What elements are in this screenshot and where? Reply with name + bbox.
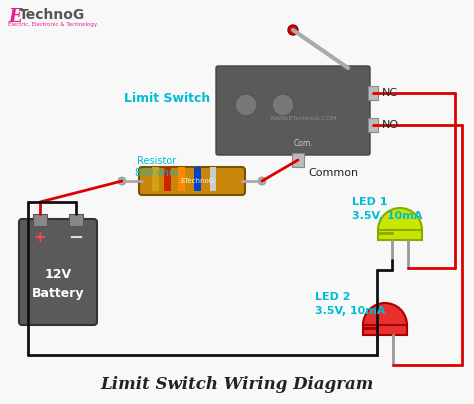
Bar xyxy=(178,167,185,191)
Text: NO: NO xyxy=(382,120,399,130)
FancyBboxPatch shape xyxy=(139,167,245,195)
Bar xyxy=(33,214,47,226)
Bar xyxy=(292,153,304,167)
Text: Resistor: Resistor xyxy=(137,156,177,166)
Text: 850 ohm: 850 ohm xyxy=(136,168,179,178)
Text: LED 1: LED 1 xyxy=(352,197,388,207)
Text: LED 2: LED 2 xyxy=(315,292,350,302)
Text: TechnoG: TechnoG xyxy=(19,8,85,22)
Circle shape xyxy=(272,94,294,116)
Bar xyxy=(152,167,159,191)
Wedge shape xyxy=(363,303,407,325)
Bar xyxy=(363,325,407,335)
Circle shape xyxy=(258,177,266,185)
Text: +: + xyxy=(34,231,46,246)
Text: 3.5V, 10mA: 3.5V, 10mA xyxy=(352,211,422,221)
Text: WWW.ETechnoG.COM: WWW.ETechnoG.COM xyxy=(269,116,337,120)
Bar xyxy=(210,167,216,191)
Bar xyxy=(378,230,422,240)
Text: ETechnoG: ETechnoG xyxy=(180,178,214,184)
Text: Com.: Com. xyxy=(293,139,313,147)
Text: 3.5V, 10mA: 3.5V, 10mA xyxy=(315,306,385,316)
Text: NC: NC xyxy=(382,88,398,98)
Text: 12V
Battery: 12V Battery xyxy=(32,269,84,299)
Text: Electric, Electronic & Technology: Electric, Electronic & Technology xyxy=(8,22,97,27)
Circle shape xyxy=(118,177,126,185)
FancyBboxPatch shape xyxy=(216,66,370,155)
Text: −: − xyxy=(68,229,83,247)
Bar xyxy=(194,167,201,191)
Text: E: E xyxy=(8,8,22,26)
Bar xyxy=(69,214,83,226)
Text: Limit Switch Wiring Diagram: Limit Switch Wiring Diagram xyxy=(100,376,374,393)
Wedge shape xyxy=(378,208,422,230)
Circle shape xyxy=(235,94,257,116)
Text: Common: Common xyxy=(308,168,358,178)
Text: Limit Switch: Limit Switch xyxy=(124,91,210,105)
FancyBboxPatch shape xyxy=(19,219,97,325)
Bar xyxy=(368,118,378,132)
Circle shape xyxy=(288,25,298,35)
Bar xyxy=(368,86,378,100)
Bar xyxy=(164,167,171,191)
